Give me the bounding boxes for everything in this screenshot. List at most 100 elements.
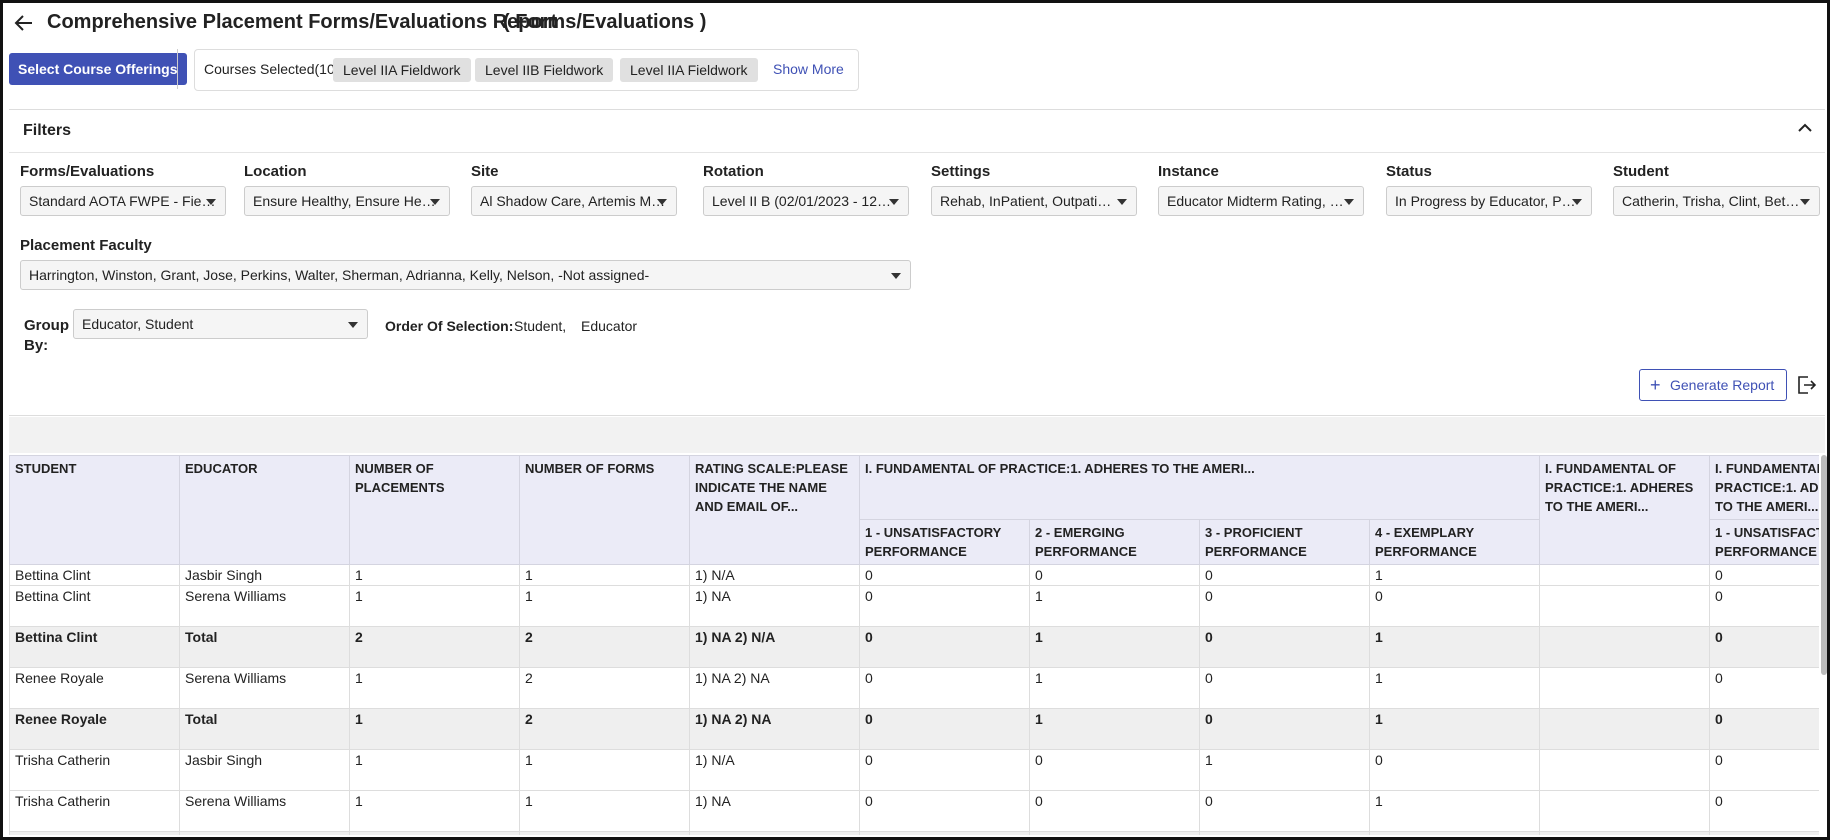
table-cell: 0: [1709, 790, 1819, 832]
subcolumn-header: 3 - PROFICIENT PERFORMANCE: [1199, 519, 1370, 565]
table-cell: [1539, 564, 1710, 586]
table-cell: [1539, 708, 1710, 750]
table-cell: 0: [1029, 790, 1200, 832]
table-cell: 2: [349, 626, 520, 668]
table-cell: 1: [1199, 749, 1370, 791]
table-cell: 1: [519, 564, 690, 586]
table-cell: Trisha Catherin: [9, 831, 180, 835]
table-cell: Trisha Catherin: [9, 749, 180, 791]
column-header: I. FUNDAMENTAL OF PRACTICE:1. ADHERES TO…: [1539, 455, 1711, 565]
table-cell: 1: [519, 790, 690, 832]
table-cell: Jasbir Singh: [179, 564, 350, 586]
scrollbar[interactable]: [1821, 455, 1827, 675]
table-cell: 1) N/A: [689, 749, 860, 791]
filter-label: Settings: [931, 163, 991, 180]
table-cell: 1: [349, 667, 520, 709]
table-cell: 1) NA: [689, 585, 860, 627]
filter-dropdown[interactable]: Level II B (02/01/2023 - 12…: [703, 186, 909, 216]
courses-label: Courses Selected(10):: [204, 61, 344, 77]
table-cell: 1: [1368, 667, 1540, 709]
table-cell: 1: [1029, 667, 1200, 709]
back-arrow[interactable]: [13, 12, 35, 34]
table-row: Trisha CatherinTotal221) NA 2) N/A00110: [9, 831, 1819, 835]
subcolumn-header: 2 - EMERGING PERFORMANCE: [1029, 519, 1200, 565]
page-subtitle: ( Forms/Evaluations ): [503, 11, 707, 33]
table-cell: 0: [859, 564, 1030, 586]
filter-dropdown[interactable]: Standard AOTA FWPE - Fie…: [20, 186, 226, 216]
export-icon[interactable]: [1795, 374, 1817, 396]
table-row: Renee Royale Total 1 2 1) NA 2) NA 0 1 0 1 0: [9, 708, 1819, 750]
table-cell: Serena Williams: [179, 667, 350, 709]
table-cell: 1: [349, 790, 520, 832]
table-cell: Bettina Clint: [9, 564, 180, 586]
table-cell: 1: [1368, 564, 1540, 586]
table-cell: 1: [1199, 831, 1370, 835]
table-cell: 2: [519, 626, 690, 668]
column-header: I. FUNDAMENTAL OF PRACTICE:1. ADHERES TO…: [1709, 455, 1819, 520]
subcolumn-header: 1 - UNSATISFACTORY PERFORMANCE: [859, 519, 1030, 565]
placement-faculty-dropdown[interactable]: Harrington, Winston, Grant, Jose, Perkin…: [20, 260, 911, 290]
table-cell: 1: [1029, 626, 1200, 668]
table-cell: [1539, 790, 1710, 832]
table-cell: 0: [859, 667, 1030, 709]
table-cell: 1) NA: [689, 790, 860, 832]
report-table: STUDENT EDUCATOR NUMBER OF PLACEMENTS NUMBE…: [9, 455, 1819, 835]
column-header: I. FUNDAMENTAL OF PRACTICE:1. ADHERES TO…: [858, 455, 1541, 520]
table-cell: [1539, 626, 1710, 668]
subcolumn-header: 1 - UNSATISFACTORY PERFORMANCE: [1709, 519, 1819, 565]
subheader-row: 1 - UNSATISFACTORY PERFORMANCE 2 - EMERGI…: [10, 519, 1819, 565]
table-cell: 1) NA 2) N/A: [689, 831, 860, 835]
table-cell: Trisha Catherin: [9, 790, 180, 832]
filter-dropdown[interactable]: Al Shadow Care, Artemis M…: [471, 186, 677, 216]
filter-label: Status: [1386, 163, 1432, 180]
select-courses-button[interactable]: Select Course Offerings: [9, 53, 187, 85]
table-cell: Total: [179, 626, 350, 668]
course-chip: Level IIB Fieldwork: [475, 58, 614, 82]
show-more-link[interactable]: Show More: [773, 61, 844, 77]
table-cell: 0: [1199, 585, 1370, 627]
table-cell: 0: [1709, 585, 1819, 627]
subcolumn-header: 4 - EXEMPLARY PERFORMANCE: [1368, 519, 1541, 565]
column-header: RATING SCALE:PLEASE INDICATE THE NAME AN…: [689, 455, 860, 565]
report-table-container: STUDENT EDUCATOR NUMBER OF PLACEMENTS NUMBE…: [9, 455, 1819, 835]
table-cell: Bettina Clint: [9, 626, 180, 668]
courses-box: [194, 49, 859, 91]
table-cell: Serena Williams: [179, 790, 350, 832]
filter-dropdown[interactable]: In Progress by Educator, P…: [1386, 186, 1592, 216]
course-chip: Level IIA Fieldwork: [333, 58, 471, 82]
generate-report-button[interactable]: + Generate Report: [1639, 369, 1788, 401]
header-row: STUDENT EDUCATOR NUMBER OF PLACEMENTS NUMBE…: [9, 455, 1819, 565]
group-by-dropdown[interactable]: Educator, Student: [73, 309, 368, 339]
table-cell: 0: [1709, 708, 1819, 750]
table-cell: 1: [349, 564, 520, 586]
table-cell: 1) N/A: [689, 564, 860, 586]
column-header: NUMBER OF PLACEMENTS: [349, 455, 520, 565]
filter-dropdown[interactable]: Rehab, InPatient, Outpati…: [931, 186, 1137, 216]
plus-icon: +: [1650, 375, 1661, 395]
spacer-band: [9, 417, 1825, 453]
table-cell: 1: [519, 585, 690, 627]
table-cell: 0: [1709, 831, 1819, 835]
table-cell: 0: [1368, 749, 1540, 791]
table-cell: 0: [859, 626, 1030, 668]
table-cell: 0: [1029, 749, 1200, 791]
collapse-icon[interactable]: [1797, 120, 1813, 136]
table-cell: [1539, 667, 1710, 709]
filter-dropdown[interactable]: Ensure Healthy, Ensure He…: [244, 186, 450, 216]
table-cell: 1: [1029, 585, 1200, 627]
table-cell: 2: [519, 831, 690, 835]
table-cell: 1: [1368, 831, 1540, 835]
table-cell: [1539, 831, 1710, 835]
filter-dropdown[interactable]: Educator Midterm Rating, …: [1158, 186, 1364, 216]
filter-label: Instance: [1158, 163, 1219, 180]
table-cell: 2: [519, 667, 690, 709]
table-cell: 0: [1199, 667, 1370, 709]
table-cell: 1) NA 2) N/A: [689, 626, 860, 668]
filter-label: Forms/Evaluations: [20, 163, 155, 180]
table-cell: 1: [349, 585, 520, 627]
table-cell: Total: [179, 708, 350, 750]
filter-dropdown[interactable]: Catherin, Trisha, Clint, Bet…: [1613, 186, 1820, 216]
table-cell: 0: [1709, 564, 1819, 586]
table-cell: 0: [1709, 749, 1819, 791]
